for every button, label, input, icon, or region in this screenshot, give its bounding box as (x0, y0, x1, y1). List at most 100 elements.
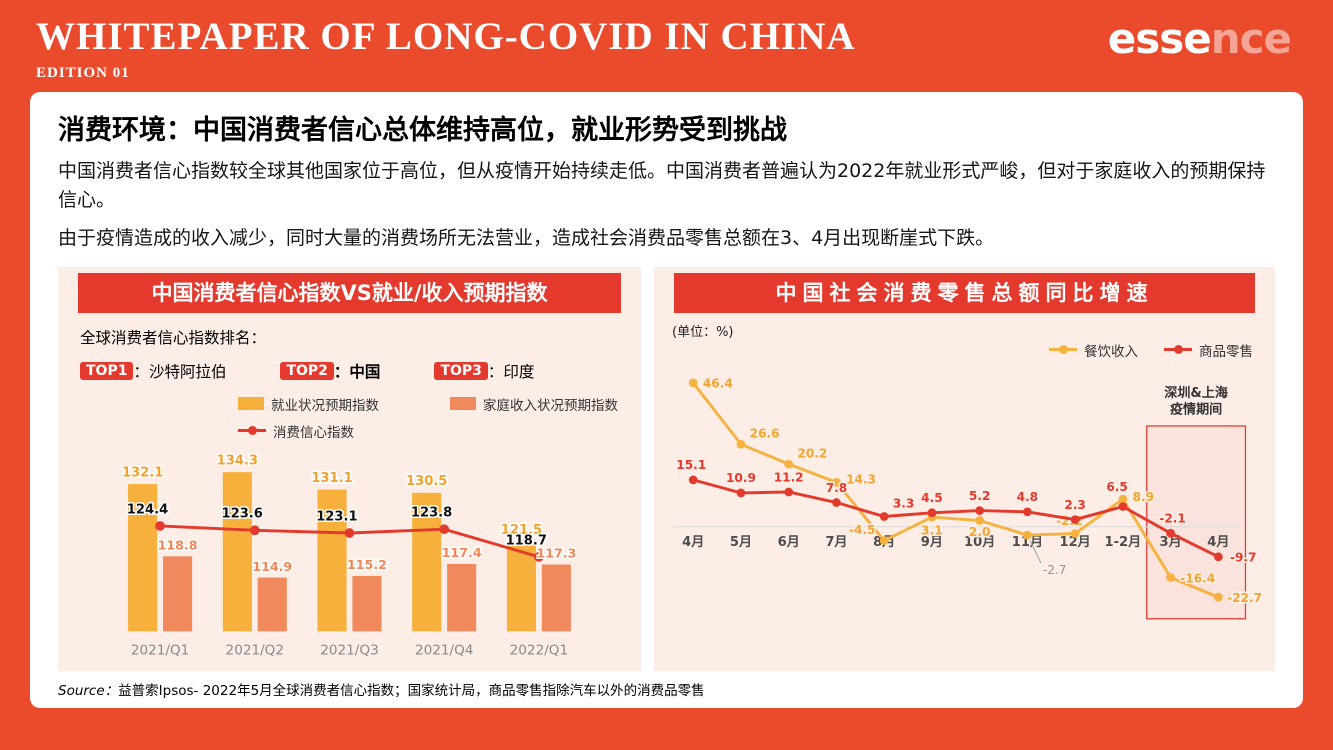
svg-text:-9.7: -9.7 (1230, 550, 1256, 564)
essence-logo: essence (1107, 14, 1292, 63)
svg-text:3月: 3月 (1160, 534, 1182, 550)
ranking-list: TOP1 ：沙特阿拉伯 TOP2 ：中国 TOP3 ：印度 (80, 360, 619, 382)
edition-label: EDITION 01 (36, 65, 130, 81)
svg-text:3.3: 3.3 (893, 496, 914, 510)
svg-text:-16.4: -16.4 (1180, 571, 1215, 585)
svg-text:2021/Q3: 2021/Q3 (320, 642, 378, 658)
svg-text:4月: 4月 (682, 534, 704, 550)
consumer-confidence-chart: 132.1 118.8 124.4 2021/Q1 134.3 114.9 123.6 202… (120, 451, 577, 658)
svg-text:2021/Q2: 2021/Q2 (226, 642, 284, 658)
svg-text:4.8: 4.8 (1017, 490, 1038, 504)
content-card: 消费环境：中国消费者信心总体维持高位，就业形势受到挑战 中国消费者信心指数较全球… (30, 92, 1303, 708)
source-text: 益普索Ipsos- 2022年5月全球消费者信心指数；国家统计局，商品零售指除汽… (118, 682, 705, 699)
svg-text:4.5: 4.5 (921, 491, 942, 505)
svg-text:124.4: 124.4 (127, 502, 168, 517)
svg-text:8.9: 8.9 (1133, 490, 1154, 504)
top-country: ：沙特阿拉伯 (133, 362, 227, 381)
logo-bold-part: esse (1107, 14, 1212, 63)
legend-item: 商品零售 (1164, 340, 1253, 360)
catering-income-line: 46.426.620.214.3-4.5 3.1 2.0-2.7-2.28.9-16… (688, 375, 1261, 606)
bars-group (128, 471, 571, 631)
section-heading: 消费环境：中国消费者信心总体维持高位，就业形势受到挑战 (58, 115, 787, 146)
legend-label: 餐饮收入 (1084, 343, 1138, 360)
ranking-item: TOP1 ：沙特阿拉伯 (80, 360, 226, 382)
logo-light-part: nce (1210, 14, 1292, 63)
svg-text:2.3: 2.3 (1064, 497, 1085, 511)
left-chart-panel: 中国消费者信心指数VS就业/收入预期指数 全球消费者信心指数排名： TOP1 ：沙… (58, 266, 641, 671)
svg-text:123.1: 123.1 (316, 509, 357, 524)
legend-label: 就业状况预期指数 (271, 397, 379, 414)
svg-text:4月: 4月 (1207, 534, 1229, 550)
svg-text:134.3: 134.3 (217, 453, 258, 468)
svg-text:123.8: 123.8 (411, 505, 452, 520)
svg-text:深圳&上海: 深圳&上海 (1164, 383, 1228, 400)
svg-text:-22.7: -22.7 (1227, 590, 1261, 604)
svg-text:2022/Q1: 2022/Q1 (510, 642, 568, 658)
paragraph-2: 由于疫情造成的收入减少，同时大量的消费场所无法营业，造成社会消费品零售总额在3、… (58, 227, 995, 249)
paragraph-1: 中国消费者信心指数较全球其他国家位于高位，但从疫情开始持续走低。中国消费者普遍认… (58, 160, 1266, 211)
svg-text:118.8: 118.8 (158, 537, 198, 552)
legend-label: 消费信心指数 (273, 424, 354, 441)
svg-text:131.1: 131.1 (311, 470, 352, 485)
top-badge: TOP3 (434, 361, 488, 380)
legend-item: 餐饮收入 (1049, 340, 1138, 360)
ranking-label: 全球消费者信心指数排名： (80, 328, 267, 347)
line-dot-icon (248, 426, 257, 435)
svg-text:117.3: 117.3 (536, 545, 576, 560)
svg-text:6月: 6月 (778, 534, 800, 550)
svg-text:7.8: 7.8 (826, 480, 847, 494)
svg-text:疫情期间: 疫情期间 (1170, 400, 1222, 417)
svg-text:-4.5: -4.5 (849, 522, 875, 536)
svg-text:6.5: 6.5 (1106, 480, 1127, 494)
svg-text:2021/Q1: 2021/Q1 (131, 642, 189, 658)
svg-text:14.3: 14.3 (846, 472, 876, 486)
svg-text:11.2: 11.2 (774, 470, 804, 484)
header-titles: WHITEPAPER OF LONG-COVID IN CHINA EDITIO… (36, 14, 856, 82)
goods-retail-line: 15.1 10.9 11.2 7.8 3.3 4.5 5.2 4.8 2.3 6.5 -2.1 -9.… (675, 456, 1258, 565)
svg-text:2021/Q4: 2021/Q4 (415, 642, 473, 658)
confidence-line (155, 520, 544, 562)
left-chart-title: 中国消费者信心指数VS就业/收入预期指数 (78, 272, 621, 313)
line-dot-icon (1174, 345, 1183, 354)
legend-item: 就业状况预期指数 (238, 394, 450, 414)
bar-swatch-icon (238, 397, 264, 410)
value-labels: 132.1 118.8 124.4 2021/Q1 134.3 114.9 123.6 202… (120, 451, 577, 658)
source-prefix: Source： (58, 682, 119, 699)
legend-label: 商品零售 (1199, 343, 1253, 360)
svg-text:10月: 10月 (964, 534, 995, 550)
svg-text:-2.1: -2.1 (1159, 511, 1185, 525)
svg-text:118.7: 118.7 (506, 533, 547, 548)
right-chart-title: 中国社会消费零售总额同比增速 (674, 272, 1255, 313)
ranking-item: TOP3 ：印度 (434, 360, 534, 382)
line-swatch-icon (238, 426, 266, 435)
svg-text:-2.7: -2.7 (1043, 562, 1067, 576)
svg-text:117.4: 117.4 (442, 545, 482, 560)
svg-text:9月: 9月 (921, 534, 943, 550)
line-dot-icon (1059, 345, 1068, 354)
header: WHITEPAPER OF LONG-COVID IN CHINA EDITIO… (0, 0, 1333, 82)
svg-text:46.4: 46.4 (703, 376, 733, 390)
line-swatch-icon (1049, 345, 1077, 354)
svg-text:26.6: 26.6 (750, 426, 780, 440)
svg-text:132.1: 132.1 (122, 465, 163, 480)
svg-text:2.0: 2.0 (969, 525, 990, 539)
top-badge: TOP1 (80, 361, 134, 380)
svg-text:5.2: 5.2 (969, 488, 990, 502)
svg-text:1-2月: 1-2月 (1105, 534, 1142, 550)
line-swatch-icon (1164, 345, 1192, 354)
legend-label: 家庭收入状况预期指数 (483, 397, 618, 414)
legend-item: 家庭收入状况预期指数 (450, 394, 627, 414)
page-title: WHITEPAPER OF LONG-COVID IN CHINA (36, 15, 856, 58)
svg-text:20.2: 20.2 (797, 446, 827, 460)
svg-text:11月: 11月 (1012, 534, 1043, 550)
source-note: Source：益普索Ipsos- 2022年5月全球消费者信心指数；国家统计局，… (58, 679, 1275, 699)
bar-swatch-icon (450, 397, 476, 410)
svg-text:7月: 7月 (825, 534, 847, 550)
ranking-item: TOP2 ：中国 (280, 360, 380, 382)
top-country: ：中国 (333, 362, 381, 381)
svg-text:115.2: 115.2 (347, 557, 387, 572)
svg-text:5月: 5月 (730, 534, 752, 550)
svg-text:3.1: 3.1 (921, 523, 942, 537)
